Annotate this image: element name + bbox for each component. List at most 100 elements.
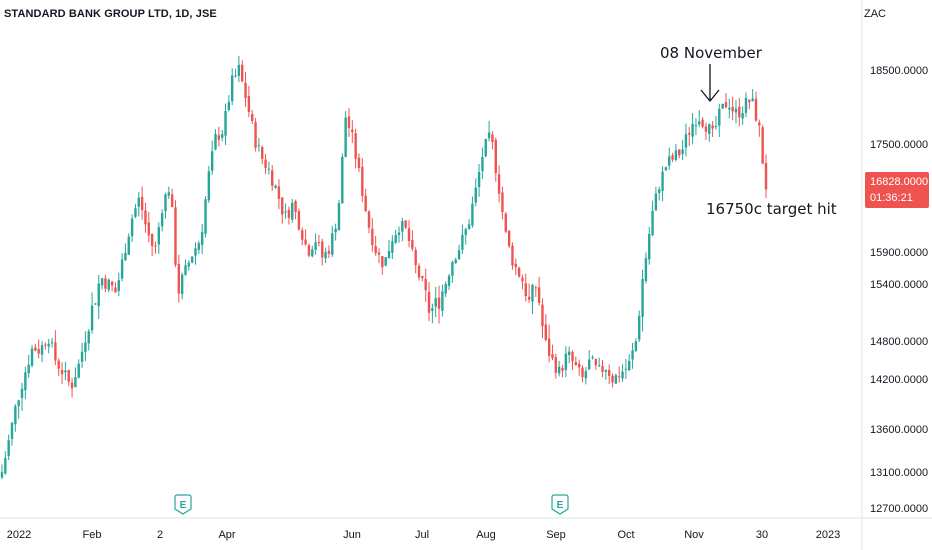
y-tick-label: 15900.0000: [870, 247, 928, 259]
candle: [534, 285, 537, 297]
candle: [217, 126, 221, 147]
x-tick-label: Apr: [218, 529, 235, 541]
candle: [394, 229, 397, 244]
candle: [277, 179, 281, 210]
candle: [407, 220, 411, 248]
candle: [134, 203, 137, 219]
candle: [354, 128, 357, 169]
candle: [577, 359, 581, 376]
candle: [611, 373, 614, 388]
annotation-08-november: 08 November: [660, 44, 763, 62]
candle: [421, 275, 424, 282]
candle: [200, 223, 204, 255]
candle: [224, 103, 227, 145]
x-tick-label: Feb: [83, 529, 102, 541]
candle: [457, 244, 461, 260]
candle: [437, 285, 441, 324]
x-tick-label: 30: [756, 529, 768, 541]
candle: [624, 358, 628, 380]
candle: [557, 360, 561, 377]
candle: [708, 123, 711, 142]
candle: [127, 233, 130, 255]
candle: [574, 356, 578, 366]
y-tick-label: 14200.0000: [870, 374, 928, 386]
candle: [454, 257, 457, 265]
candle: [254, 118, 257, 152]
candle: [40, 341, 44, 363]
candle: [50, 337, 54, 348]
candle: [601, 359, 604, 378]
candle: [327, 245, 331, 259]
candle: [10, 421, 14, 446]
x-tick-label: Jun: [343, 529, 361, 541]
candle: [594, 358, 598, 370]
candle: [664, 166, 668, 172]
candle: [90, 292, 94, 334]
candle: [377, 248, 381, 264]
candle: [20, 382, 24, 411]
currency-label: ZAC: [864, 8, 886, 20]
y-axis-ticks: 18500.0000 17500.0000 15900.0000 15400.0000…: [870, 65, 928, 515]
candle: [487, 120, 491, 142]
candle: [451, 260, 454, 283]
y-tick-label: 18500.0000: [870, 65, 928, 77]
candle: [107, 278, 110, 293]
candle: [77, 359, 80, 379]
candle: [537, 276, 541, 306]
x-axis-ticks: 2022 Feb 2 Apr Jun Jul Aug Sep Oct Nov 30 2023: [7, 529, 840, 541]
candle: [57, 358, 60, 377]
candle: [54, 330, 57, 366]
earnings-marker-1[interactable]: E: [174, 494, 192, 515]
candle: [220, 129, 224, 142]
candle: [80, 342, 84, 368]
candle: [210, 140, 214, 175]
candle: [180, 272, 184, 300]
candle: [591, 355, 594, 360]
candle: [641, 269, 644, 332]
candle: [110, 280, 114, 292]
candle: [100, 277, 104, 290]
x-tick-label: 2: [157, 529, 163, 541]
candle: [467, 218, 471, 230]
candle: [384, 256, 387, 266]
x-tick-label: 2022: [7, 529, 31, 541]
candle: [491, 131, 494, 150]
candle: [744, 92, 748, 118]
last-price-tag: 16828.0000 01:36:21: [865, 172, 929, 208]
candle: [17, 399, 20, 419]
candle: [521, 274, 524, 290]
candle: [104, 274, 107, 293]
countdown-timer: 01:36:21: [870, 192, 913, 204]
candle: [297, 208, 301, 231]
candle: [517, 266, 521, 278]
candle: [734, 100, 738, 124]
candle: [311, 245, 314, 258]
candle: [271, 165, 274, 191]
candle: [587, 350, 591, 370]
candle: [724, 93, 728, 109]
candle: [197, 240, 201, 254]
y-tick-label: 13600.0000: [870, 424, 928, 436]
candle: [764, 154, 768, 199]
candle: [714, 116, 718, 130]
candle: [628, 354, 631, 371]
candle: [314, 233, 317, 255]
candle: [234, 68, 237, 78]
candle: [584, 367, 588, 385]
candle: [374, 235, 377, 256]
x-tick-label: Aug: [476, 529, 496, 541]
candle: [604, 369, 608, 380]
candle: [668, 147, 671, 170]
earnings-marker-2[interactable]: E: [551, 494, 569, 515]
candle: [507, 230, 511, 249]
candle: [231, 68, 234, 106]
last-price-value: 16828.0000: [870, 176, 928, 188]
candle: [164, 192, 167, 219]
candle: [581, 365, 584, 383]
candle: [511, 242, 514, 270]
candle: [481, 147, 484, 180]
candle: [614, 373, 618, 384]
candle: [434, 286, 437, 318]
candle: [758, 119, 761, 137]
